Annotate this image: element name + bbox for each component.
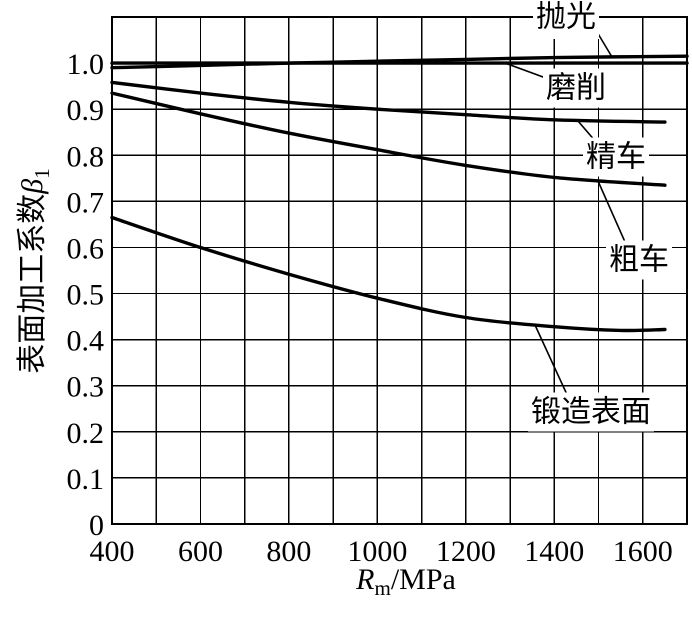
series-annotation-fine-turning: 精车 <box>577 120 649 177</box>
series-lines <box>110 54 689 333</box>
series-label: 磨削 <box>546 72 606 105</box>
series-line-forged-surface <box>110 215 667 333</box>
label-background <box>606 240 672 280</box>
y-tick-label: 0.3 <box>67 371 105 404</box>
x-tick-label: 600 <box>178 535 223 568</box>
y-tick-label: 0.6 <box>67 232 105 265</box>
x-axis-title-subscript: m <box>374 576 390 600</box>
label-background <box>583 137 649 177</box>
y-tick-label: 0.1 <box>67 463 105 496</box>
y-tick-label: 0.2 <box>67 417 105 450</box>
y-tick-label: 0.5 <box>67 279 105 312</box>
x-tick-label: 800 <box>266 535 311 568</box>
y-tick-labels: 0 0.1 0.2 0.3 0.4 0.5 0.6 0.7 0.8 0.9 1.0 <box>67 48 105 542</box>
series-label: 粗车 <box>609 244 669 277</box>
y-tick-label: 0.4 <box>67 325 105 358</box>
x-tick-label: 400 <box>90 535 135 568</box>
x-tick-labels: 400 600 800 1000 1200 1400 1600 <box>90 535 673 568</box>
x-axis-title-symbol: R <box>355 563 374 596</box>
x-tick-label: 1600 <box>613 535 673 568</box>
y-axis-title: 表面加工系数β1 <box>16 168 54 373</box>
series-label: 抛光 <box>536 1 596 34</box>
y-tick-label: 0 <box>89 509 104 542</box>
series-line-rough-turning <box>110 91 667 187</box>
y-axis-title-text: 表面加工系数 <box>16 194 49 374</box>
y-axis-title-symbol: β <box>16 179 49 195</box>
series-annotation-rough-turning: 粗车 <box>597 180 672 280</box>
series-label: 精车 <box>586 141 646 174</box>
x-tick-label: 1400 <box>524 535 584 568</box>
y-tick-label: 0.9 <box>67 94 105 127</box>
y-tick-label: 1.0 <box>67 48 105 81</box>
series-line-polish <box>110 54 689 70</box>
label-background <box>528 392 654 432</box>
y-tick-label: 0.8 <box>67 140 105 173</box>
label-background <box>543 68 609 108</box>
x-axis-title-unit: /MPa <box>391 563 456 596</box>
series-label: 锻造表面 <box>531 396 651 429</box>
series-line-fine-turning <box>110 80 667 124</box>
x-tick-label: 1000 <box>347 535 407 568</box>
y-tick-label: 0.7 <box>67 186 105 219</box>
y-axis-title-subscript: 1 <box>30 168 54 179</box>
plot-frame <box>111 16 688 525</box>
x-tick-label: 1200 <box>436 535 496 568</box>
plot-frame-group <box>111 16 688 525</box>
series-annotation-forged-surface: 锻造表面 <box>528 324 654 432</box>
series-annotation-polish: 抛光 <box>533 0 613 58</box>
x-axis-title: Rm/MPa <box>355 563 456 600</box>
label-background <box>533 0 599 39</box>
series-annotation-grinding: 磨削 <box>504 62 609 108</box>
